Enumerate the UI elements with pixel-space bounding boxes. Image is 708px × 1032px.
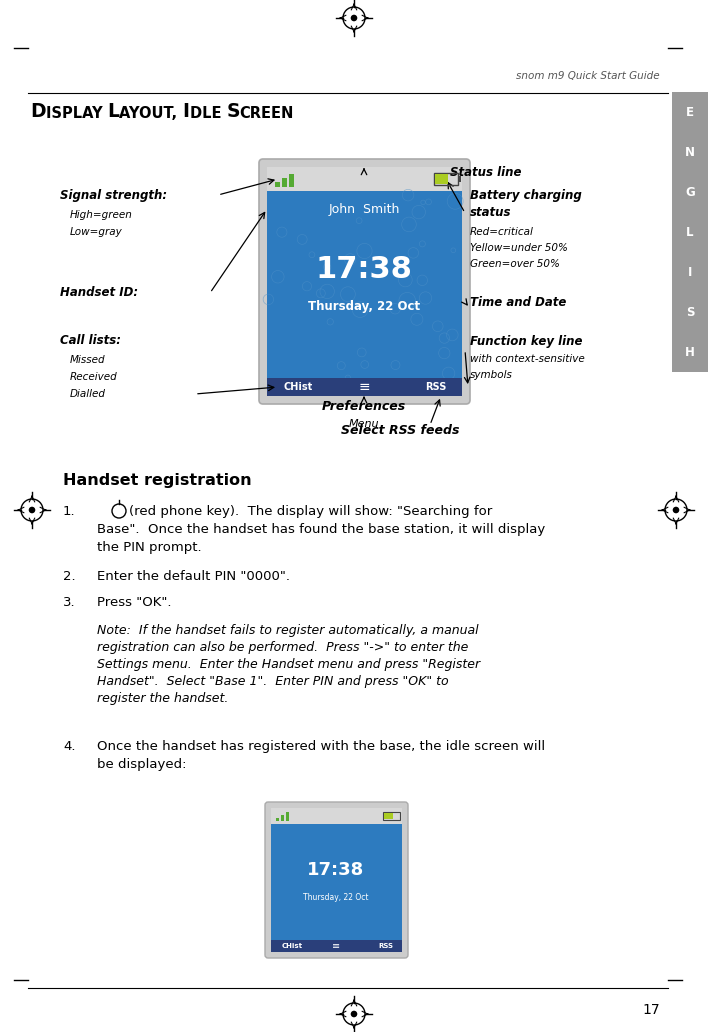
- Bar: [267, 378, 462, 396]
- Text: Menu: Menu: [349, 419, 379, 429]
- Text: John  Smith: John Smith: [329, 202, 400, 216]
- Bar: [435, 174, 448, 184]
- Circle shape: [350, 1010, 358, 1018]
- Bar: [271, 824, 402, 940]
- Bar: [282, 178, 287, 187]
- Text: Base".  Once the handset has found the base station, it will display: Base". Once the handset has found the ba…: [97, 523, 545, 536]
- Text: D: D: [30, 102, 45, 121]
- Text: (red phone key).  The display will show: "Searching for: (red phone key). The display will show: …: [129, 505, 492, 518]
- Bar: [271, 808, 402, 824]
- Text: CHist: CHist: [283, 382, 312, 392]
- FancyBboxPatch shape: [259, 159, 470, 404]
- Text: Select RSS feeds: Select RSS feeds: [341, 423, 459, 437]
- Text: CHist: CHist: [282, 943, 303, 949]
- Bar: [384, 813, 393, 819]
- Text: be displayed:: be displayed:: [97, 757, 186, 771]
- Bar: [672, 92, 708, 372]
- Text: Yellow=under 50%: Yellow=under 50%: [470, 243, 568, 253]
- Bar: [434, 173, 458, 185]
- Text: Preferences: Preferences: [322, 400, 406, 414]
- Text: S: S: [227, 102, 240, 121]
- Text: RSS: RSS: [378, 943, 393, 949]
- Text: Once the handset has registered with the base, the idle screen will: Once the handset has registered with the…: [97, 740, 545, 753]
- Bar: [275, 182, 280, 187]
- Text: L: L: [108, 102, 120, 121]
- Bar: [383, 812, 400, 820]
- Bar: [267, 167, 462, 191]
- Text: CREEN: CREEN: [240, 106, 294, 121]
- Text: Low=gray: Low=gray: [70, 227, 122, 237]
- Text: Battery charging: Battery charging: [470, 190, 582, 202]
- Bar: [286, 812, 289, 821]
- Text: 1.: 1.: [63, 505, 76, 518]
- Circle shape: [350, 14, 358, 22]
- Text: 17: 17: [642, 1003, 660, 1017]
- Text: AYOUT,: AYOUT,: [120, 106, 183, 121]
- Text: Time and Date: Time and Date: [470, 295, 566, 309]
- Bar: [289, 174, 294, 187]
- Text: Red=critical: Red=critical: [470, 227, 534, 237]
- Bar: [281, 815, 284, 821]
- Text: Handset".  Select "Base 1".  Enter PIN and press "OK" to: Handset". Select "Base 1". Enter PIN and…: [97, 675, 449, 688]
- FancyBboxPatch shape: [265, 802, 408, 958]
- Text: Handset registration: Handset registration: [63, 473, 251, 488]
- Text: H: H: [685, 346, 695, 358]
- Text: ISPLAY: ISPLAY: [45, 106, 108, 121]
- Text: status: status: [470, 206, 511, 220]
- Text: DLE: DLE: [190, 106, 227, 121]
- Text: ≡: ≡: [358, 380, 370, 394]
- Text: snom m9 Quick Start Guide: snom m9 Quick Start Guide: [516, 71, 660, 80]
- Text: S: S: [686, 305, 695, 319]
- Circle shape: [29, 507, 35, 513]
- Text: Status line: Status line: [450, 165, 522, 179]
- Text: E: E: [686, 105, 694, 119]
- Circle shape: [673, 507, 679, 513]
- Text: High=green: High=green: [70, 209, 133, 220]
- Text: L: L: [686, 226, 694, 238]
- Bar: [276, 818, 279, 821]
- Text: RSS: RSS: [425, 382, 446, 392]
- Text: Function key line: Function key line: [470, 335, 583, 349]
- Text: I: I: [183, 102, 190, 121]
- Text: Enter the default PIN "0000".: Enter the default PIN "0000".: [97, 570, 290, 583]
- Text: Call lists:: Call lists:: [60, 333, 121, 347]
- Text: Received: Received: [70, 372, 118, 382]
- Text: Missed: Missed: [70, 355, 105, 365]
- Text: Thursday, 22 Oct: Thursday, 22 Oct: [303, 893, 369, 902]
- Text: registration can also be performed.  Press "->" to enter the: registration can also be performed. Pres…: [97, 641, 469, 654]
- Text: Green=over 50%: Green=over 50%: [470, 259, 560, 269]
- Text: Note:  If the handset fails to register automatically, a manual: Note: If the handset fails to register a…: [97, 624, 479, 637]
- Text: G: G: [685, 186, 695, 198]
- Bar: [271, 940, 402, 952]
- Text: 17:38: 17:38: [307, 862, 365, 879]
- Bar: [458, 176, 461, 182]
- Text: with context-sensitive: with context-sensitive: [470, 354, 585, 364]
- Text: the PIN prompt.: the PIN prompt.: [97, 541, 202, 554]
- Bar: [267, 191, 462, 378]
- Text: 2.: 2.: [63, 570, 76, 583]
- Text: Handset ID:: Handset ID:: [60, 287, 138, 299]
- Text: 4.: 4.: [63, 740, 76, 753]
- Text: Thursday, 22 Oct: Thursday, 22 Oct: [308, 300, 420, 314]
- Text: Press "OK".: Press "OK".: [97, 596, 171, 609]
- Text: register the handset.: register the handset.: [97, 692, 229, 705]
- Text: I: I: [687, 265, 692, 279]
- Text: N: N: [685, 146, 695, 159]
- Text: 17:38: 17:38: [316, 255, 413, 284]
- Text: Dialled: Dialled: [70, 389, 106, 399]
- Text: symbols: symbols: [470, 370, 513, 380]
- Text: Settings menu.  Enter the Handset menu and press "Register: Settings menu. Enter the Handset menu an…: [97, 658, 480, 671]
- Text: 3.: 3.: [63, 596, 76, 609]
- Text: Signal strength:: Signal strength:: [60, 189, 167, 201]
- Text: ≡: ≡: [332, 941, 340, 952]
